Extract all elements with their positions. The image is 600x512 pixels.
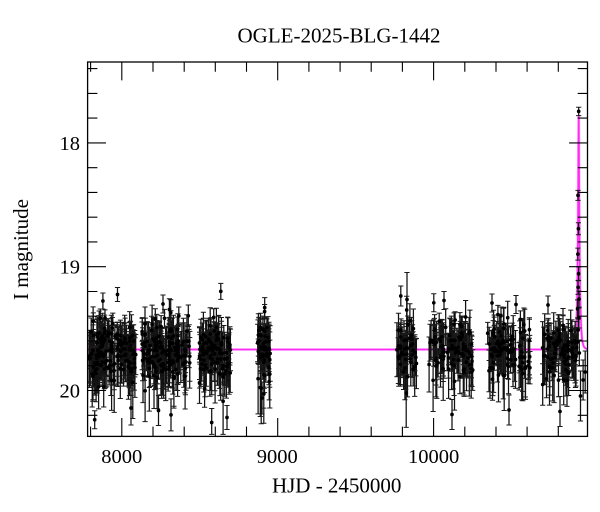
svg-text:9000: 9000	[257, 446, 298, 468]
svg-text:OGLE-2025-BLG-1442: OGLE-2025-BLG-1442	[238, 24, 441, 48]
svg-text:19: 19	[60, 257, 81, 279]
svg-text:8000: 8000	[101, 446, 142, 468]
svg-text:18: 18	[60, 133, 81, 155]
svg-text:I magnitude: I magnitude	[9, 199, 33, 300]
svg-text:HJD - 2450000: HJD - 2450000	[272, 474, 402, 498]
svg-text:20: 20	[60, 380, 81, 402]
svg-text:10000: 10000	[408, 446, 459, 468]
